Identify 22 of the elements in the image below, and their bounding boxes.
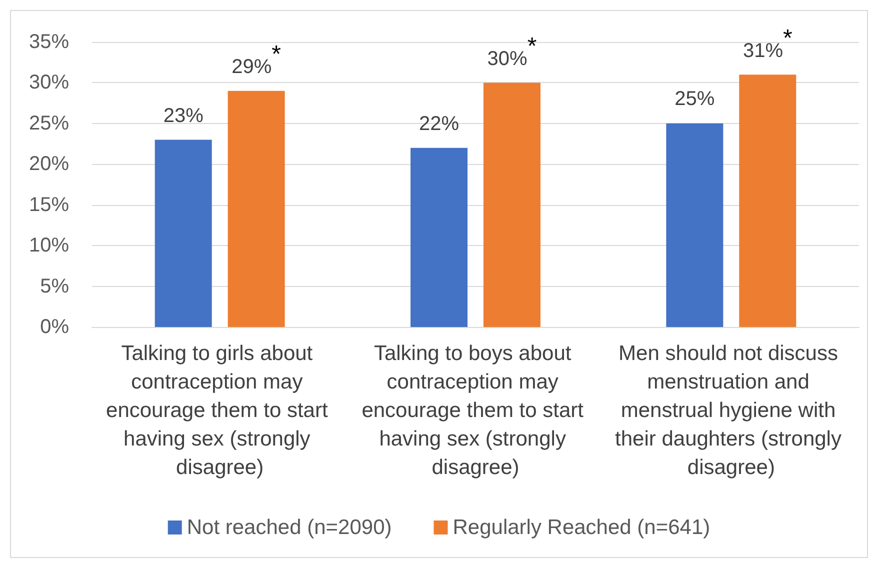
y-tick-label: 30% (28, 72, 70, 94)
y-tick-label: 5% (40, 275, 70, 298)
y-tick-label: 25% (28, 112, 70, 134)
bar (666, 123, 724, 327)
bar (154, 140, 212, 327)
bar (410, 148, 468, 327)
y-tick-label: 20% (28, 153, 70, 176)
data-label: 23% (163, 104, 204, 127)
bar (483, 82, 540, 327)
x-tick-label: Talking to girls about contraception may encourage them to start having sex (strongly disagree) (106, 342, 334, 479)
x-tick-label: Men should not discuss menstruation and menstrual hygiene with their daughters (strongly disagree) (615, 342, 848, 479)
legend-label: Not reached (n=2090) (186, 516, 392, 539)
y-tick-label: 35% (28, 31, 70, 53)
y-tick-label: 0% (40, 316, 70, 338)
bar (228, 90, 285, 327)
legend-label: Regularly Reached (n=641) (452, 516, 710, 539)
data-label: 22% (419, 112, 460, 135)
x-tick-label: Talking to boys about contraception may encourage them to start having sex (strongly disagree) (362, 342, 590, 479)
bar (739, 74, 796, 327)
y-tick-label: 15% (28, 194, 70, 216)
y-tick-label: 10% (28, 234, 70, 257)
data-label: 25% (674, 88, 715, 110)
